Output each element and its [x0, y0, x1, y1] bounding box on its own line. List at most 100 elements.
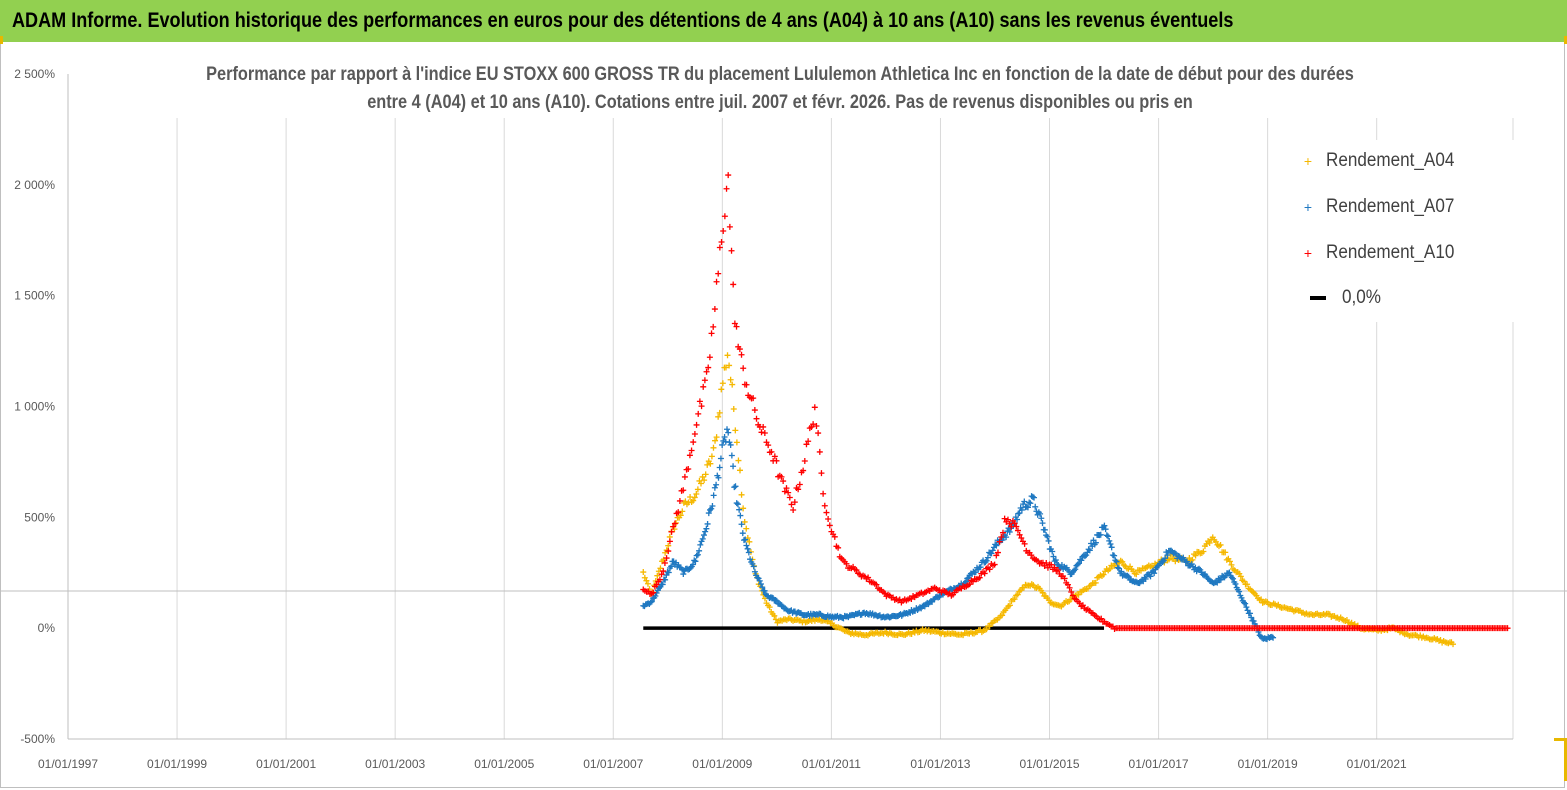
data-point [713, 481, 720, 488]
data-point [761, 587, 768, 594]
data-point [693, 490, 700, 497]
data-point [745, 549, 752, 556]
data-point [993, 542, 1000, 549]
data-point [715, 474, 722, 481]
data-point [780, 478, 787, 485]
data-point [743, 542, 750, 549]
data-point [738, 491, 745, 498]
data-point [738, 351, 745, 358]
data-point [1051, 558, 1058, 565]
data-point [691, 494, 698, 501]
data-point [702, 528, 709, 535]
data-point [1125, 573, 1132, 580]
data-point [1011, 596, 1018, 603]
data-point [1097, 531, 1104, 538]
data-point [715, 270, 722, 277]
data-point [999, 529, 1006, 536]
data-point [1083, 552, 1090, 559]
x-tick-label: 01/01/2009 [692, 757, 752, 771]
data-point [1108, 544, 1115, 551]
data-point [701, 377, 708, 384]
data-point [708, 505, 715, 512]
data-point [811, 404, 818, 411]
data-point [785, 489, 792, 496]
data-point [1206, 539, 1213, 546]
data-point [1248, 614, 1255, 621]
data-point [1247, 610, 1254, 617]
corner-mark-top-left [0, 36, 13, 44]
data-point [718, 239, 725, 246]
data-point [1504, 625, 1511, 632]
data-point [741, 518, 748, 525]
data-point [801, 457, 808, 464]
data-point [765, 442, 772, 449]
data-point [1064, 581, 1071, 588]
data-point [716, 464, 723, 471]
data-point [1006, 602, 1013, 609]
data-point [691, 557, 698, 564]
y-tick-label: 2 000% [14, 178, 55, 192]
data-point [757, 580, 764, 587]
data-point [1016, 531, 1023, 538]
data-point [1217, 576, 1224, 583]
data-point [707, 506, 714, 513]
data-point [1111, 552, 1118, 559]
data-point [768, 448, 775, 455]
x-tick-label: 01/01/1999 [147, 757, 207, 771]
data-point [726, 223, 733, 230]
data-point [816, 448, 823, 455]
data-point [652, 592, 659, 599]
data-point [986, 566, 993, 573]
data-point [768, 594, 775, 601]
data-point [1071, 567, 1078, 574]
data-point [1238, 594, 1245, 601]
data-point [680, 487, 687, 494]
data-point [716, 244, 723, 251]
data-point [853, 567, 860, 574]
data-point [1119, 558, 1126, 565]
data-point [781, 488, 788, 495]
data-point [662, 576, 669, 583]
x-tick-label: 01/01/2001 [256, 757, 316, 771]
data-point [743, 525, 750, 532]
data-point [788, 501, 795, 508]
y-axis-tick-labels: 2 500% 2 000% 1 500% 1 000% 500% 0% -500% [14, 67, 55, 746]
data-point [831, 533, 838, 540]
data-point [1013, 523, 1020, 530]
data-point [1066, 584, 1073, 591]
data-point [1016, 510, 1023, 517]
data-point [648, 598, 655, 605]
data-point [795, 486, 802, 493]
data-point [742, 536, 749, 543]
data-point [999, 612, 1006, 619]
x-tick-label: 01/01/2015 [1019, 757, 1079, 771]
data-point [732, 483, 739, 490]
data-point [783, 485, 790, 492]
data-point [728, 452, 735, 459]
data-point [696, 547, 703, 554]
data-point [711, 484, 718, 491]
data-point [698, 480, 705, 487]
data-point [740, 365, 747, 372]
data-point [1100, 571, 1107, 578]
data-point [1250, 618, 1257, 625]
data-point [989, 547, 996, 554]
data-point [739, 530, 746, 537]
series-rendement-a04 [640, 352, 1457, 648]
data-point [810, 421, 817, 428]
report-banner: ADAM Informe. Evolution historique des p… [0, 0, 1567, 42]
data-point [698, 403, 705, 410]
x-tick-label: 01/01/2005 [474, 757, 534, 771]
data-point [733, 500, 740, 507]
data-point [1018, 506, 1025, 513]
data-point [984, 554, 991, 561]
data-point [753, 415, 760, 422]
data-point [656, 576, 663, 583]
y-tick-label: 2 500% [14, 67, 55, 81]
data-point [1236, 588, 1243, 595]
data-point [740, 505, 747, 512]
data-point [1159, 558, 1166, 565]
data-point [964, 575, 971, 582]
data-point [727, 376, 734, 383]
report-title: ADAM Informe. Evolution historique des p… [12, 9, 1234, 32]
